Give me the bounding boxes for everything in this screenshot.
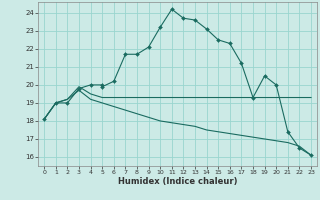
X-axis label: Humidex (Indice chaleur): Humidex (Indice chaleur)	[118, 177, 237, 186]
